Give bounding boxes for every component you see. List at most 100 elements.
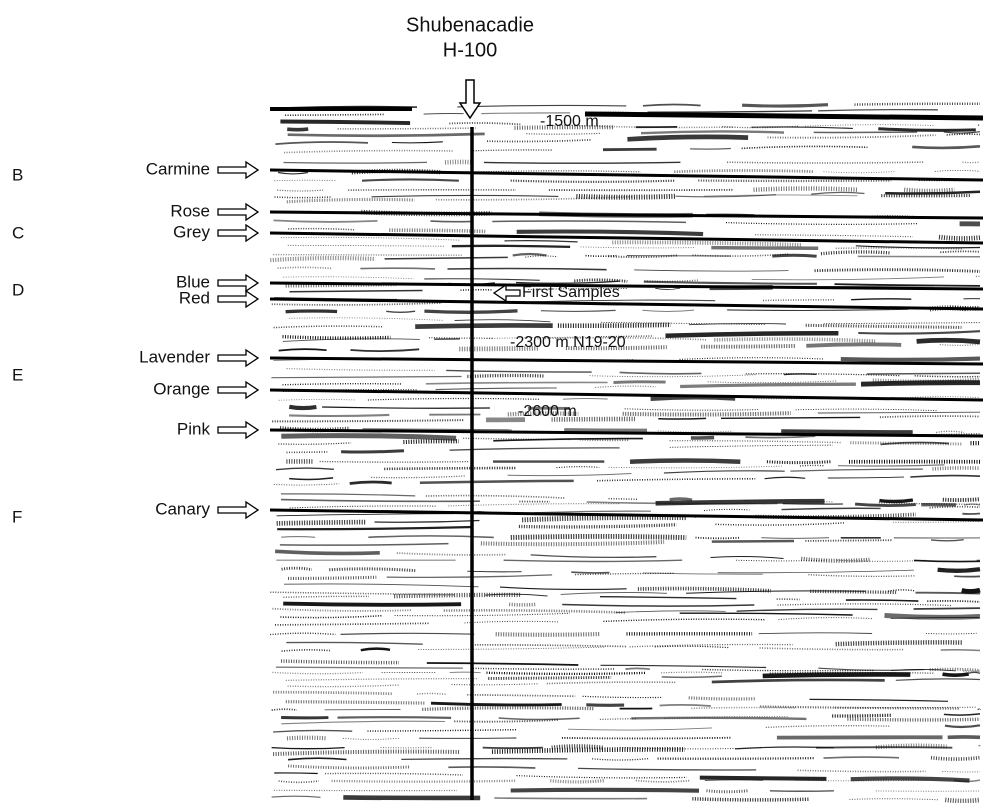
reflector: [629, 458, 741, 464]
reflector: [929, 505, 981, 509]
reflector: [278, 348, 327, 352]
reflector: [885, 190, 981, 195]
depth-annotation: -1500 m: [540, 113, 599, 130]
reflector: [512, 252, 547, 257]
horizon-reflector: [269, 508, 983, 522]
reflector: [288, 764, 410, 770]
reflector: [879, 498, 914, 504]
reflector: [627, 134, 749, 142]
reflector: [371, 194, 559, 198]
reflector: [426, 662, 579, 666]
reflector: [340, 632, 475, 635]
reflector: [715, 522, 845, 526]
reflector: [534, 510, 651, 514]
reflector: [275, 141, 369, 145]
reflector: [855, 245, 981, 249]
horizon-reflector: [269, 231, 983, 245]
reflector: [799, 464, 825, 467]
reflector: [912, 145, 981, 150]
reflector: [745, 435, 816, 439]
reflector: [282, 334, 391, 340]
reflector: [280, 659, 400, 665]
reflector: [661, 675, 722, 679]
reflector: [282, 338, 420, 342]
reflector: [711, 539, 795, 543]
reflector: [978, 744, 981, 747]
reflector: [361, 178, 459, 182]
reflector: [782, 502, 843, 505]
reflector: [449, 671, 481, 674]
reflector: [944, 797, 981, 803]
reflector: [658, 417, 707, 420]
reflector: [271, 375, 462, 379]
reflector: [745, 373, 900, 377]
reflector: [679, 357, 824, 360]
reflector: [283, 601, 462, 607]
reflector: [714, 337, 876, 343]
reflector: [481, 112, 571, 115]
reflector: [720, 416, 861, 419]
reflector: [435, 195, 632, 201]
reflector: [797, 769, 926, 773]
reflector: [680, 382, 856, 389]
reflector: [895, 678, 981, 681]
reflector: [582, 695, 663, 699]
reflector: [916, 337, 981, 345]
reflector: [564, 428, 648, 433]
reflector: [289, 289, 423, 293]
reflector: [486, 138, 592, 143]
reflector: [495, 631, 601, 637]
reflector: [454, 719, 559, 723]
reflector: [695, 536, 740, 540]
reflector: [273, 219, 378, 223]
reflector: [675, 194, 777, 198]
reflector: [795, 779, 929, 782]
reflector: [516, 775, 687, 779]
well-name: Shubenacadie: [406, 14, 534, 36]
reflector: [642, 103, 701, 107]
reflector: [823, 756, 900, 759]
horizon-arrow: [217, 273, 260, 293]
reflector: [963, 670, 981, 673]
reflector: [913, 607, 981, 610]
reflector: [493, 437, 643, 442]
reflector: [837, 559, 927, 562]
reflector: [329, 567, 416, 573]
reflector: [595, 335, 654, 338]
reflector: [287, 244, 445, 247]
reflector: [467, 373, 544, 379]
reflector: [394, 592, 521, 599]
reflector: [654, 645, 729, 649]
reflector: [944, 724, 981, 729]
reflector: [272, 607, 412, 612]
reflector: [717, 569, 914, 574]
reflector: [557, 322, 671, 328]
reflector: [281, 566, 313, 572]
reflector: [631, 716, 807, 721]
reflector: [962, 161, 981, 164]
reflector: [284, 149, 454, 154]
reflector: [808, 574, 916, 577]
reflector: [571, 571, 610, 574]
reflector: [643, 280, 817, 285]
reflector: [892, 520, 981, 523]
sequence-label: D: [12, 280, 24, 299]
reflector: [722, 125, 800, 129]
reflector: [464, 620, 559, 624]
reflector: [498, 717, 580, 721]
horizon-label: Carmine: [146, 159, 210, 178]
reflector: [360, 267, 436, 270]
sequence-label: E: [12, 365, 23, 384]
reflector: [849, 798, 940, 801]
reflector: [277, 189, 324, 192]
reflector: [804, 124, 935, 127]
reflector: [457, 104, 627, 108]
reflector: [781, 429, 913, 435]
reflector: [961, 587, 981, 594]
reflector: [277, 171, 309, 175]
reflector: [608, 498, 639, 500]
horizon-reflector: [269, 428, 983, 438]
reflector: [278, 398, 357, 401]
reflector: [735, 559, 827, 562]
reflector: [817, 411, 981, 414]
